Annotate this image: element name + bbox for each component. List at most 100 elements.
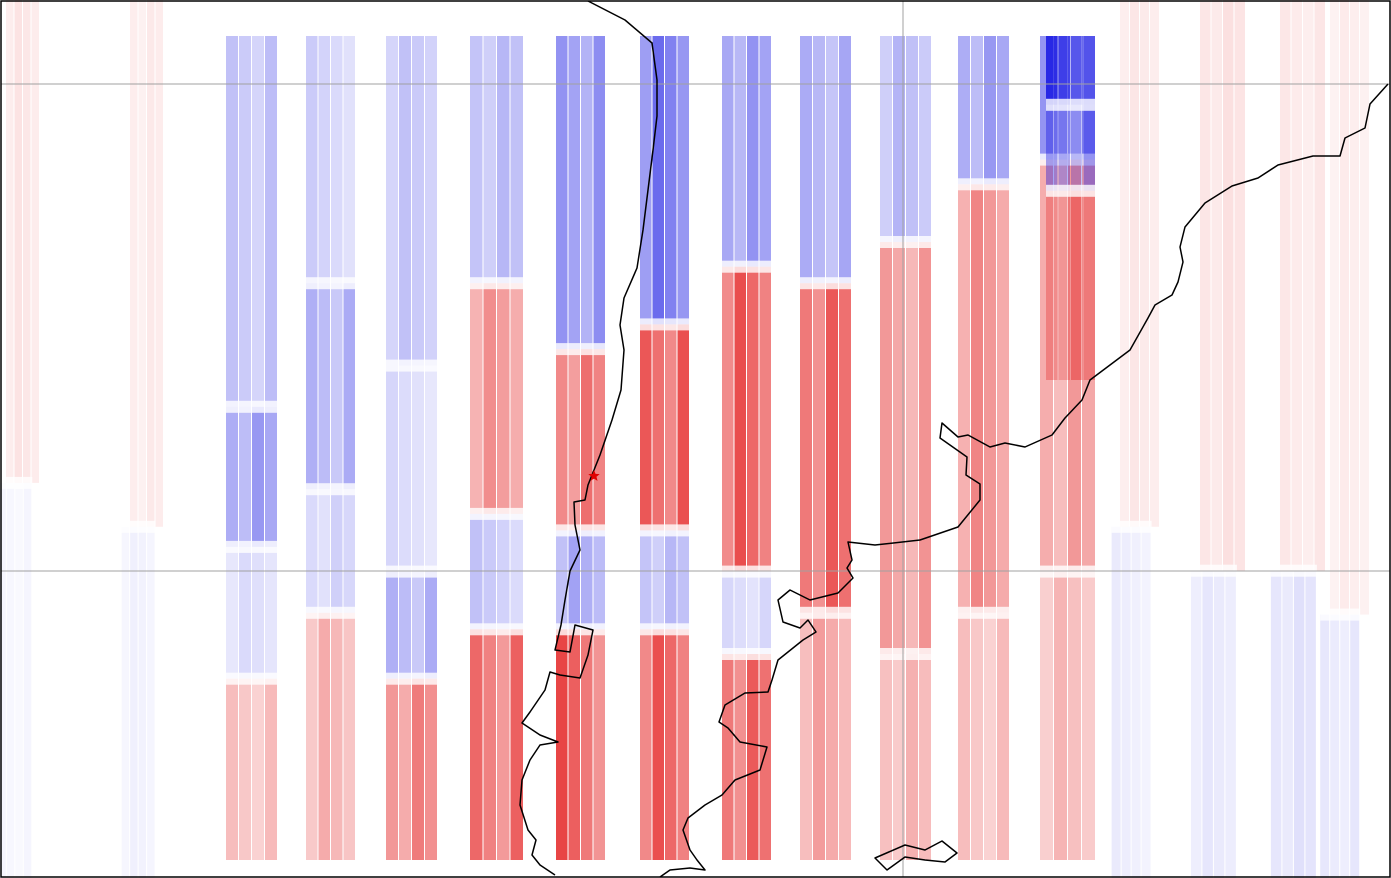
swath-15-segment-2: [1141, 526, 1151, 878]
swath-9-transition-2: [722, 565, 772, 578]
swath-5-segment-4: [425, 678, 437, 860]
swath-7-segment-3: [593, 530, 605, 630]
swath-9-segment-4: [759, 654, 771, 860]
swath-8-segment-2: [640, 324, 652, 531]
swath-18-segment-1: [1330, 0, 1339, 615]
swath-13-segment-3: [1082, 571, 1095, 860]
swath-10-segment-3: [826, 612, 838, 860]
swath-15-segment-1: [1120, 0, 1129, 527]
swath-7-segment-4: [593, 629, 605, 860]
swath-13-segment-1: [1082, 36, 1095, 160]
swath-18: [1320, 0, 1369, 878]
swath-4-segment-3: [343, 489, 355, 613]
swath-12-segment-1: [971, 36, 983, 185]
swath-4-segment-1: [331, 36, 343, 284]
swath-1-segment-2: [24, 483, 32, 878]
swath-16-segment-1: [1200, 0, 1211, 571]
swath-10-segment-1: [800, 36, 812, 284]
swath-4-transition-3: [306, 606, 356, 619]
swath-18-segment-2: [1350, 614, 1360, 878]
swath-5-segment-1: [399, 36, 411, 366]
swath-12-segment-2: [958, 184, 970, 613]
swath-11-transition-1: [880, 236, 932, 248]
swath-3-segment-4: [239, 678, 251, 860]
swath-14-segment-2: [1071, 104, 1083, 191]
coastline: [519, 0, 1389, 878]
swath-6-segment-2: [483, 283, 496, 514]
swath-12-segment-1: [984, 36, 996, 185]
swath-7-segment-4: [581, 629, 593, 860]
swath-14-segment-2: [1058, 104, 1070, 191]
swath-6: [470, 36, 524, 860]
swath-3-segment-1: [239, 36, 251, 407]
swath-17-segment-1: [1291, 0, 1302, 571]
swath-6-segment-3: [483, 513, 496, 630]
swath-4-transition-1: [306, 277, 356, 290]
swath-16-segment-2: [1213, 570, 1225, 878]
swath-6-segment-1: [497, 36, 510, 284]
swath-5-segment-3: [386, 571, 398, 679]
swath-6-segment-1: [470, 36, 483, 284]
swath-15-segment-1: [1140, 0, 1149, 527]
swath-9-segment-2: [759, 266, 771, 572]
swath-11-segment-2: [880, 242, 892, 654]
swath-4-segment-3: [306, 489, 318, 613]
swath-4-segment-1: [343, 36, 355, 284]
swath-2-segment-2: [130, 526, 138, 878]
swath-9-transition-1: [722, 260, 772, 273]
swath-11-segment-3: [880, 654, 892, 860]
swath-3-segment-3: [252, 546, 264, 679]
swath-14-segment-3: [1046, 190, 1058, 380]
swath-10-segment-1: [826, 36, 838, 284]
swath-8-segment-2: [677, 324, 689, 531]
swath-6-transition-2: [470, 507, 524, 520]
swath-17-segment-1: [1303, 0, 1314, 571]
swath-9-segment-3: [747, 571, 759, 654]
swath-3-segment-1: [252, 36, 264, 407]
swath-8-segment-4: [640, 629, 652, 860]
swath-13-transition-1: [1040, 153, 1096, 166]
swath-2-segment-2: [147, 526, 155, 878]
swath-7-segment-2: [593, 349, 605, 531]
swath-14-segment-3: [1083, 190, 1095, 380]
swath-4-segment-1: [306, 36, 318, 284]
swath-5: [386, 36, 438, 860]
swath-3-segment-3: [265, 546, 277, 679]
swath-13-segment-2: [1082, 159, 1095, 572]
swath-7-segment-3: [581, 530, 593, 630]
swath-9-segment-4: [747, 654, 759, 860]
swath-13-segment-2: [1040, 159, 1053, 572]
swath-17: [1270, 0, 1325, 878]
swath-3-segment-2: [265, 406, 277, 547]
swath-4-segment-4: [331, 612, 343, 860]
swath-3-segment-3: [239, 546, 251, 679]
swath-15-transition-1: [1111, 520, 1152, 533]
swath-5-segment-4: [412, 678, 424, 860]
swath-13-transition-2: [1040, 565, 1096, 578]
swath-14-segment-1: [1083, 36, 1095, 105]
swath-8-segment-4: [665, 629, 677, 860]
swath-2-segment-2: [122, 527, 130, 878]
swath-1-segment-1: [6, 0, 14, 483]
swath-12-segment-2: [971, 184, 983, 613]
swath-14: [1046, 36, 1096, 380]
swath-14-segment-3: [1058, 190, 1070, 380]
swath-11-transition-2: [880, 648, 932, 660]
swath-8-segment-2: [665, 324, 677, 531]
swath-1-segment-2: [7, 483, 15, 878]
swath-14-transition-2: [1046, 184, 1096, 197]
swath-18-segment-1: [1360, 0, 1369, 615]
swath-12-segment-3: [997, 612, 1009, 860]
swath-14-segment-2: [1046, 104, 1058, 191]
coastline-east: [659, 83, 1389, 878]
swath-9: [722, 36, 772, 860]
swath-3-segment-2: [252, 406, 264, 547]
swath-7-segment-3: [556, 530, 568, 630]
swath-14-transition-1: [1046, 98, 1096, 111]
swath-16-segment-2: [1190, 570, 1202, 878]
swath-11-segment-3: [893, 654, 905, 860]
swath-1-transition-1: [0, 476, 33, 489]
swath-6-segment-2: [470, 283, 483, 514]
